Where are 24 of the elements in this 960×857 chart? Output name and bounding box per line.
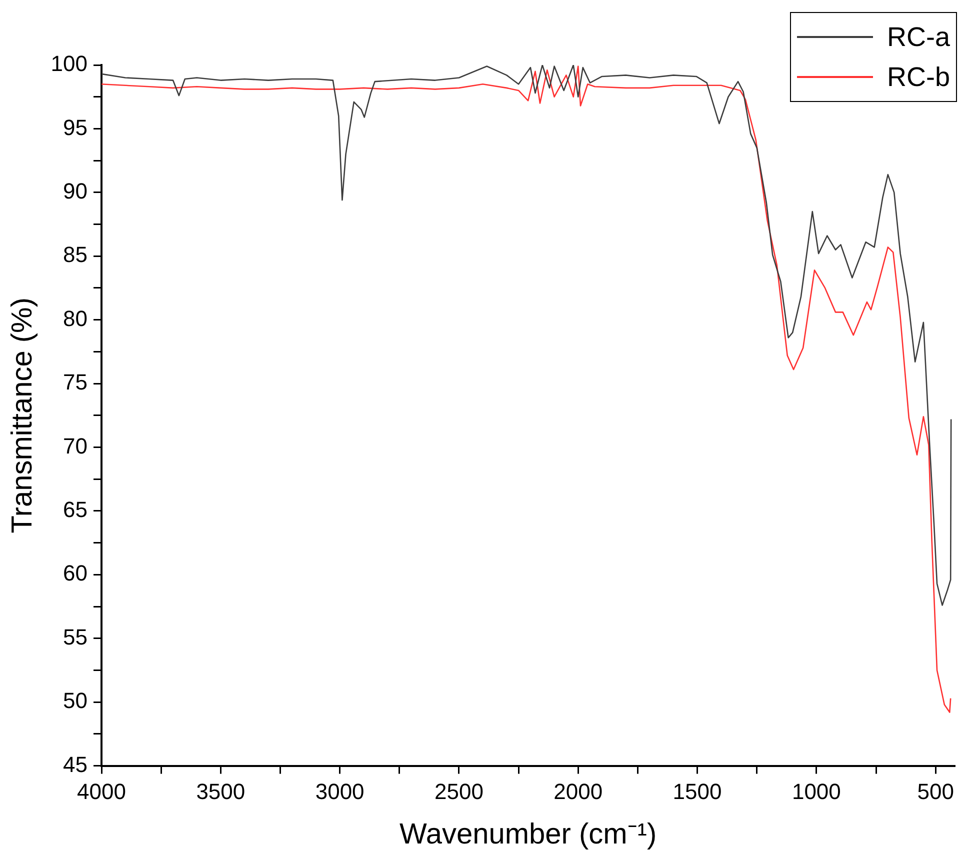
x-axis-title: Wavenumber (cm⁻¹) <box>400 818 657 851</box>
y-tick-label: 55 <box>63 624 88 650</box>
x-tick-label: 2000 <box>554 779 603 804</box>
y-tick-label: 65 <box>63 497 88 522</box>
x-tick-label: 4000 <box>77 779 126 804</box>
y-tick-label: 45 <box>63 752 88 777</box>
x-tick-label: 1500 <box>672 779 722 804</box>
x-tick-label: 3500 <box>196 779 246 804</box>
y-tick-label: 85 <box>63 242 88 268</box>
y-tick-label: 50 <box>63 688 88 714</box>
y-tick-label: 70 <box>63 433 88 458</box>
y-axis-title: Transmittance (%) <box>6 297 38 534</box>
legend-label: RC-b <box>886 62 950 92</box>
x-tick-label: 3000 <box>315 779 364 804</box>
y-tick-label: 100 <box>50 51 88 76</box>
y-tick-label: 90 <box>63 178 88 204</box>
y-tick-label: 95 <box>63 114 88 140</box>
y-tick-label: 80 <box>63 306 88 331</box>
legend-label: RC-a <box>886 22 950 52</box>
y-tick-label: 75 <box>63 370 88 395</box>
x-tick-label: 1000 <box>792 779 841 804</box>
x-tick-label: 500 <box>917 779 954 804</box>
y-tick-label: 60 <box>63 560 88 586</box>
x-tick-label: 2500 <box>434 779 484 804</box>
